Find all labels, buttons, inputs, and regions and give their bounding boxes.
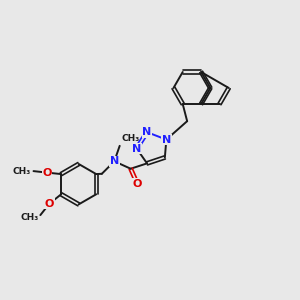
Text: CH₃: CH₃ [13,167,31,176]
Text: N: N [132,143,141,154]
Text: O: O [133,178,142,189]
Text: O: O [45,199,54,209]
Text: O: O [42,168,52,178]
Text: N: N [110,156,119,166]
Text: N: N [162,135,171,145]
Text: CH₃: CH₃ [121,134,140,143]
Text: CH₃: CH₃ [21,213,39,222]
Text: N: N [142,127,152,137]
